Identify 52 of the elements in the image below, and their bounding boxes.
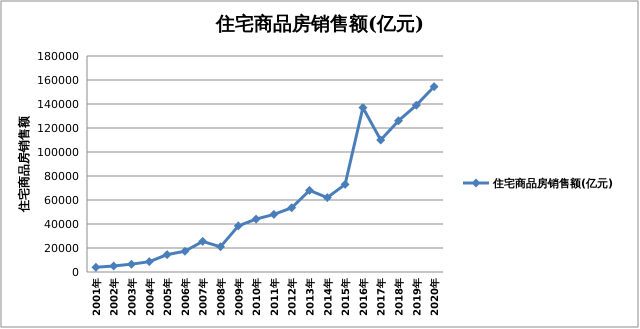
- y-tick-label: 100000: [37, 146, 79, 159]
- y-tick-label: 140000: [37, 98, 79, 111]
- x-tick-label: 2004年: [144, 278, 156, 316]
- point: [305, 186, 314, 195]
- x-tick-label: 2020年: [429, 278, 442, 316]
- point: [252, 214, 261, 224]
- point: [198, 236, 208, 246]
- point: [412, 100, 421, 110]
- x-tick-label: 2016年: [358, 278, 370, 316]
- point: [216, 242, 225, 252]
- y-tick-label: 60000: [44, 194, 79, 207]
- y-tick-label: 180000: [37, 50, 79, 63]
- x-tick-label: 2005年: [162, 278, 174, 316]
- point: [430, 82, 439, 92]
- y-tick-label: 20000: [44, 242, 79, 255]
- y-axis-title: 住宅商品房销售额: [17, 115, 31, 213]
- x-tick-label: 2010年: [251, 278, 264, 316]
- point: [162, 250, 172, 260]
- y-tick-label: 160000: [37, 74, 79, 87]
- chart-title: 住宅商品房销售额(亿元): [215, 13, 424, 35]
- point: [322, 193, 332, 202]
- point: [91, 262, 100, 272]
- x-tick-label: 2006年: [180, 278, 192, 316]
- point: [234, 221, 243, 230]
- x-tick-label: 2018年: [394, 278, 406, 316]
- point: [287, 203, 296, 212]
- x-tick-label: 2012年: [286, 278, 299, 316]
- x-tick-label: 2013年: [304, 278, 316, 316]
- y-tick-label: 0: [72, 266, 79, 279]
- point: [127, 260, 136, 269]
- x-tick-label: 2019年: [411, 278, 424, 316]
- x-tick-label: 2011年: [268, 278, 281, 316]
- point: [180, 246, 190, 256]
- x-tick-label: 2008年: [216, 278, 228, 316]
- x-tick-label: 2015年: [340, 278, 352, 316]
- x-tick-label: 2001年: [90, 278, 103, 316]
- point: [144, 257, 154, 266]
- y-tick-label: 80000: [44, 170, 79, 183]
- x-tick-label: 2009年: [233, 278, 246, 316]
- x-tick-label: 2017年: [376, 278, 388, 316]
- point: [376, 136, 386, 144]
- x-tick-label: 2014年: [322, 278, 334, 316]
- x-tick-label: 2002年: [108, 278, 121, 316]
- y-tick-label: 120000: [37, 122, 79, 135]
- y-tick-label: 40000: [44, 218, 79, 231]
- legend-label: 住宅商品房销售额(亿元): [492, 177, 614, 190]
- x-tick-label: 2007年: [198, 278, 210, 316]
- point: [340, 180, 350, 189]
- point: [394, 116, 403, 126]
- point: [109, 262, 118, 270]
- x-tick-label: 2003年: [126, 278, 138, 316]
- point: [269, 210, 278, 219]
